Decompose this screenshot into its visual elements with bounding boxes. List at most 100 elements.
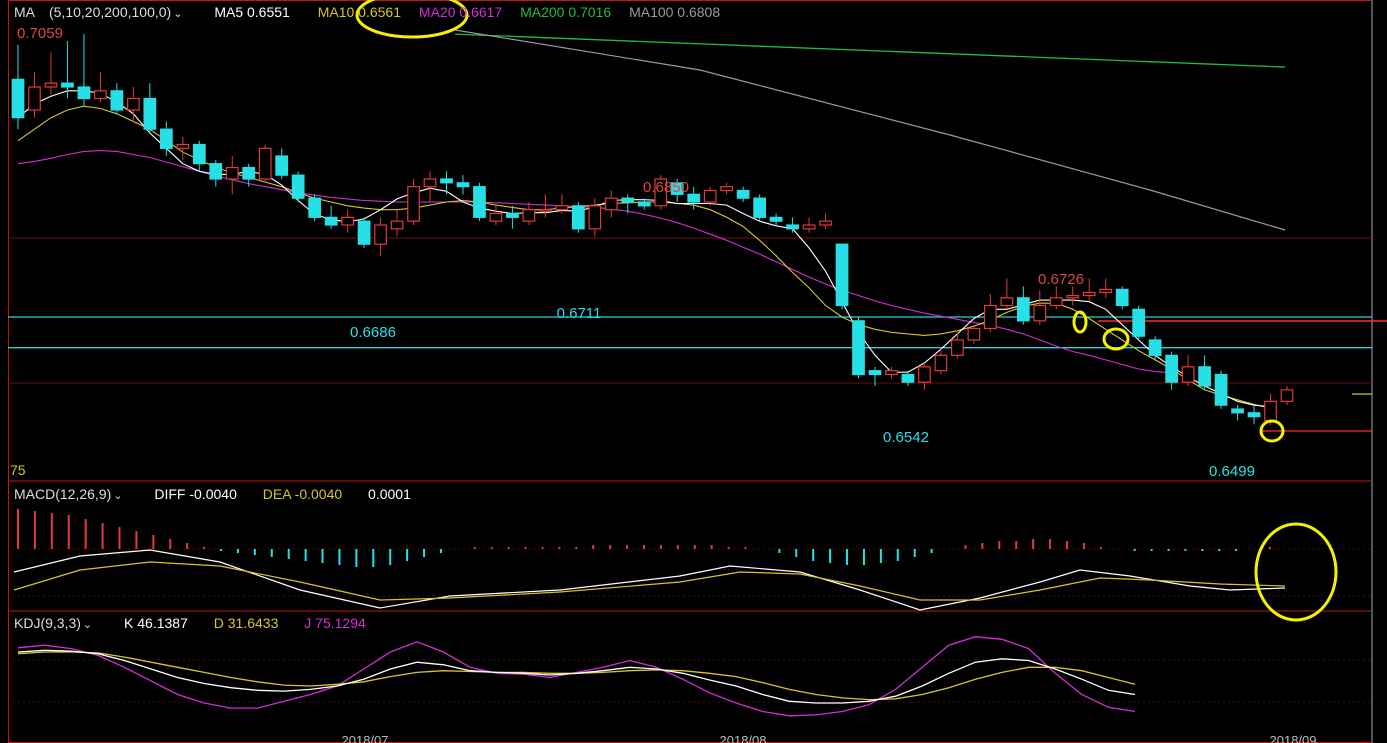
- candle-body: [94, 90, 107, 100]
- candle-body: [1066, 294, 1080, 299]
- ma200-line: [454, 33, 1286, 68]
- highlight-circle: [1102, 327, 1130, 351]
- chevron-down-icon[interactable]: ⌄: [173, 8, 183, 20]
- candle-body: [225, 166, 239, 180]
- ma-indicator-label[interactable]: MA (5,10,20,200,100,0) ⌄: [14, 4, 183, 20]
- axis-fragment: 75: [10, 462, 26, 478]
- kdj-d-line: [17, 651, 1136, 701]
- candle-body: [1231, 408, 1244, 414]
- candle-body: [539, 209, 552, 212]
- candle-body: [374, 224, 387, 245]
- candle-body: [1280, 389, 1294, 402]
- kdj-j-value: J 75.1294: [304, 615, 366, 631]
- candle-body: [209, 163, 223, 180]
- candle-body: [868, 370, 882, 376]
- candle-body: [28, 86, 41, 111]
- candle-body: [440, 178, 453, 184]
- macd-indicator-label[interactable]: MACD(12,26,9) ⌄: [14, 486, 123, 502]
- kdj-header: KDJ(9,3,3) ⌄ K 46.1387 D 31.6433 J 75.129…: [14, 615, 380, 631]
- candle-body: [918, 366, 931, 383]
- highlight-circle: [355, 0, 469, 39]
- candle-body: [819, 220, 832, 226]
- candle-body: [654, 178, 668, 207]
- candle-body: [1148, 339, 1162, 356]
- candle-body: [983, 304, 997, 330]
- macd-header: MACD(12,26,9) ⌄ DIFF -0.0040 DEA -0.0040 …: [14, 486, 425, 502]
- candle-body: [1082, 291, 1096, 297]
- candle-body: [1132, 308, 1146, 337]
- ma20-value: MA20 0.6617: [418, 4, 503, 20]
- candle-body: [1214, 373, 1228, 406]
- kdj-d-value: D 31.6433: [213, 615, 279, 631]
- macd-dea-value: DEA -0.0040: [262, 486, 343, 502]
- candle-body: [291, 174, 305, 199]
- macd-dea-line: [13, 561, 1286, 601]
- candle-body: [176, 143, 190, 149]
- price-annotation: 0.6499: [1209, 463, 1255, 480]
- candle-body: [1181, 366, 1195, 383]
- candle-body: [1247, 412, 1261, 418]
- price-annotation: 0.7059: [17, 25, 63, 42]
- ma100-value: MA100 0.6808: [629, 4, 721, 20]
- candle-body: [769, 216, 783, 222]
- price-annotation: 0.6850: [643, 179, 689, 196]
- candle-body: [753, 197, 766, 218]
- candle-body: [423, 178, 437, 188]
- ma20-line: [17, 150, 1172, 374]
- candle-body: [456, 182, 470, 188]
- candle-body: [489, 212, 503, 222]
- kdj-indicator-label[interactable]: KDJ(9,3,3) ⌄: [14, 615, 93, 631]
- candle-body: [11, 78, 25, 119]
- candle-body: [522, 209, 536, 222]
- candle-body: [934, 354, 948, 372]
- candle-body: [1016, 297, 1030, 322]
- candle-body: [242, 166, 256, 180]
- ma5-line: [17, 90, 1271, 408]
- x-axis-label: 2018/08: [720, 733, 767, 743]
- x-axis-label: 2018/09: [1270, 733, 1317, 743]
- ma10-value: MA10 0.6561: [317, 4, 402, 20]
- candle-body: [1115, 288, 1129, 307]
- candle-body: [324, 216, 338, 226]
- candle-body: [390, 220, 404, 230]
- candle-body: [473, 186, 486, 218]
- candle-body: [720, 186, 734, 192]
- candle-body: [901, 373, 915, 383]
- candle-body: [1033, 304, 1047, 322]
- price-annotation: 0.6686: [350, 324, 396, 341]
- candle-body: [967, 327, 981, 341]
- candle-body: [308, 197, 322, 218]
- candle-body: [506, 212, 519, 218]
- candle-body: [143, 97, 157, 130]
- candle-body: [357, 220, 371, 245]
- candle-body: [1264, 400, 1277, 422]
- candle-body: [621, 197, 635, 203]
- price-annotation: 0.6711: [557, 305, 602, 322]
- kdj-j-line: [17, 636, 1136, 717]
- candle-body: [852, 320, 865, 376]
- chevron-down-icon[interactable]: ⌄: [113, 490, 123, 502]
- candle-body: [604, 197, 618, 211]
- candle-body: [670, 182, 684, 195]
- candle-body: [126, 97, 140, 111]
- candle-body: [1049, 297, 1063, 307]
- x-axis-label: 2018/07: [342, 733, 389, 743]
- highlight-circle: [1259, 419, 1285, 443]
- candle-body: [258, 147, 272, 180]
- candle-body: [637, 201, 651, 207]
- kdj-k-value: K 46.1387: [124, 615, 188, 631]
- candle-body: [1099, 288, 1113, 294]
- candle-body: [341, 216, 354, 226]
- candle-body: [159, 128, 173, 149]
- candle-body: [555, 205, 569, 211]
- candle-body: [407, 186, 420, 222]
- candle-body: [885, 370, 898, 376]
- ma200-value: MA200 0.7016: [520, 4, 612, 20]
- candle-body: [736, 189, 750, 199]
- kdj-k-line: [17, 649, 1136, 704]
- candle-body: [835, 243, 849, 307]
- ma-header: MA (5,10,20,200,100,0) ⌄ MA5 0.6551 MA10 0…: [14, 4, 734, 20]
- chevron-down-icon[interactable]: ⌄: [82, 619, 93, 631]
- macd-hist-value: 0.0001: [368, 486, 411, 502]
